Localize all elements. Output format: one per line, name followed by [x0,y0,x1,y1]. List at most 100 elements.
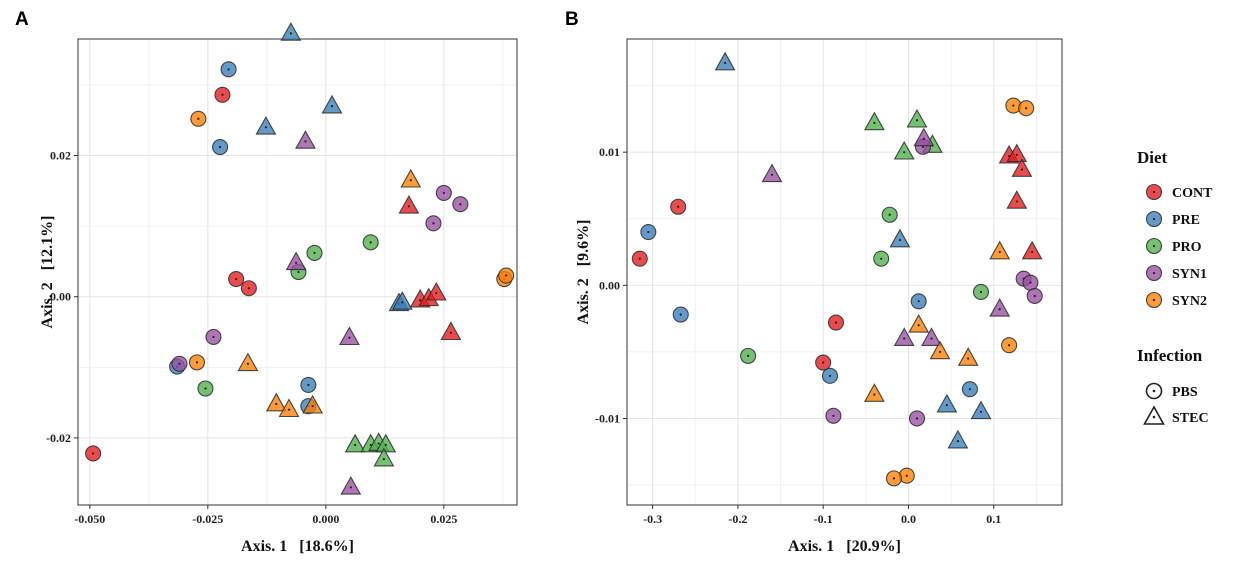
panel-b-point-cont-stec-5 [1006,143,1028,163]
panel-b-point-syn2-stec-47 [863,383,885,402]
panel-b-point-syn2-stec-46-center-dot [967,357,970,360]
panel-a-point-pre-stec-14-center-dot [289,32,292,35]
panel-a-tick-label-y-2: 0.02 [50,149,71,163]
panel-b-tick-label-y-0: -0.01 [595,411,620,425]
panel-a-y-axis-title: Axis. 2 [12.1%] [39,216,56,329]
panel-b-point-pro-pbs-21-center-dot [979,290,983,294]
panel-b-point-syn1-stec-36 [893,327,915,346]
panel-a-point-syn2-stec-45-center-dot [311,405,314,408]
panel-a-point-pre-stec-14 [280,22,302,41]
panel-b-point-cont-stec-7 [1006,190,1028,209]
panel-b-point-pre-pbs-9-center-dot [647,230,650,234]
legend-title-infection: Infection [1137,346,1203,365]
panel-a-point-cont-stec-7-center-dot [435,292,438,295]
panel-b-tick-label-x-0: -0.3 [643,512,662,526]
panel-a-point-pro-pbs-22-center-dot [204,387,207,390]
panel-a-point-pre-stec-16 [321,94,343,114]
panel-b-point-pro-stec-24 [906,108,928,128]
panel-a-point-pre-stec-15 [255,115,277,135]
panel-b-point-pre-stec-14-center-dot [723,61,727,65]
panel-b-point-pre-pbs-12-center-dot [828,374,832,377]
legend-triangle-shape [1143,405,1165,425]
panel-b-tick-label-x-3: 0.0 [901,512,916,526]
panel-a-point-pre-pbs-9-center-dot [227,68,230,71]
panel-a-point-syn2-stec-43 [265,392,287,412]
panel-a-point-pro-pbs-20-center-dot [313,251,316,255]
panel-a-tick-label-y-1: 0.00 [50,290,71,304]
panel-a-point-pro-stec-24-center-dot [369,443,372,447]
panel-b-point-syn2-stec-45-center-dot [938,350,942,353]
legend-diet-label-cont: CONT [1172,186,1213,201]
panel-b-point-syn1-pbs-31-center-dot [832,414,835,417]
panel-a-point-cont-pbs-2-center-dot [247,287,250,290]
panel-b-point-pre-stec-14 [714,51,736,71]
panel-b-point-syn2-stec-43 [989,240,1011,260]
panel-a-point-syn2-stec-43-center-dot [275,402,278,406]
panel-a-point-syn2-stec-41 [400,168,422,188]
panel-b-point-cont-pbs-1-center-dot [638,257,641,260]
panel-a-point-syn2-stec-42-center-dot [246,362,250,365]
panel-a-point-syn2-stec-45 [302,394,324,414]
panel-a-x-axis-title: Axis. 1 [18.6%] [241,538,354,555]
panel-b-point-syn2-stec-47-center-dot [873,393,876,396]
panel-a-point-syn1-stec-36 [340,475,362,495]
panel-a-point-syn1-stec-33 [295,130,316,149]
panel-b-point-pro-stec-25 [893,140,915,160]
panel-a-point-pro-stec-25-center-dot [377,442,380,445]
panel-b-y-axis-title: Axis. 2 [9.6%] [575,220,592,325]
legend-diet-swatch-syn1-center-dot [1152,271,1156,275]
legend-center-dot [1152,389,1156,393]
panel-a-point-syn2-stec-41-center-dot [409,179,412,182]
panel-b-tick-label-x-2: -0.1 [814,512,833,526]
panel-a-point-syn2-pbs-37-center-dot [197,117,200,120]
legend-infection-label-stec: STEC [1172,411,1209,426]
panel-b-point-syn1-stec-37-center-dot [930,337,933,340]
legend-center-dot [1152,415,1156,419]
panel-a-point-syn1-stec-35 [338,326,360,346]
panel-b-point-pro-stec-23-center-dot [873,121,876,124]
panel-a-point-syn1-pbs-29-center-dot [212,335,215,339]
panel-a-tick-label-y-0: -0.02 [46,431,71,445]
panel-b-point-pre-stec-18-center-dot [956,439,960,443]
panel-a-point-syn1-stec-35-center-dot [348,336,351,339]
panel-b-x-axis-title: Axis. 1 [20.9%] [788,538,901,555]
panel-a-point-cont-pbs-3-center-dot [92,452,95,455]
panel-b-point-syn1-stec-33-center-dot [770,173,774,176]
panel-b-point-pre-stec-15 [889,228,911,248]
panel-b-point-pro-stec-25-center-dot [903,151,906,154]
panel-b-point-cont-stec-8-center-dot [1031,250,1034,254]
panel-a-point-cont-stec-4-center-dot [407,205,411,208]
panel-a-point-pre-stec-18-center-dot [401,301,404,304]
legend-diet-label-syn1: SYN1 [1172,267,1207,282]
panel-a-point-pre-stec-16-center-dot [330,104,334,108]
panel-a-point-cont-stec-7 [425,281,447,301]
panel-letter-a: A [15,9,29,30]
panel-b-point-pre-stec-16-center-dot [945,404,948,407]
pcoa-plot-panel-b: -0.3 -0.2 -0.1 0.0 0.1 -0.01 0.00 0.01 Axis. 1 [… [575,38,1063,555]
panel-a-point-syn1-pbs-30-center-dot [442,191,445,195]
panel-b-point-syn2-pbs-40-center-dot [1008,344,1011,347]
panel-b-point-pro-pbs-22-center-dot [747,354,750,357]
panel-a-point-cont-stec-8-center-dot [449,331,453,334]
panel-a-point-syn1-stec-36-center-dot [349,486,352,489]
legend-title-diet: Diet [1137,148,1168,167]
legend-infection-swatch-pbs [1145,382,1163,400]
panel-b-point-syn2-stec-45 [929,340,951,360]
panel-a-tick-label-x-3: 0.025 [430,512,457,526]
panel-a-tick-label-x-2: 0.000 [312,512,339,526]
panel-a-point-pre-pbs-10-center-dot [218,145,222,149]
panel-b-point-syn2-pbs-39-center-dot [1025,107,1028,110]
panel-a-point-syn1-stec-33-center-dot [304,140,307,143]
panel-b-point-pro-stec-23 [863,111,885,131]
legend-diet-label-pro: PRO [1172,240,1202,255]
legend-infection-swatch-stec [1143,405,1165,425]
panel-b-point-syn1-pbs-32-center-dot [915,417,919,420]
panel-b-point-pro-pbs-20-center-dot [880,257,883,260]
panel-a-point-syn2-stec-42 [237,352,259,372]
legend-infection-items: PBS STEC [1143,382,1209,426]
panel-a-tick-label-x-0: -0.050 [74,512,105,526]
panel-a-point-pro-stec-23-center-dot [353,443,357,447]
panel-b-point-pre-pbs-11-center-dot [917,300,920,303]
panel-b-point-syn1-stec-37 [921,327,942,346]
